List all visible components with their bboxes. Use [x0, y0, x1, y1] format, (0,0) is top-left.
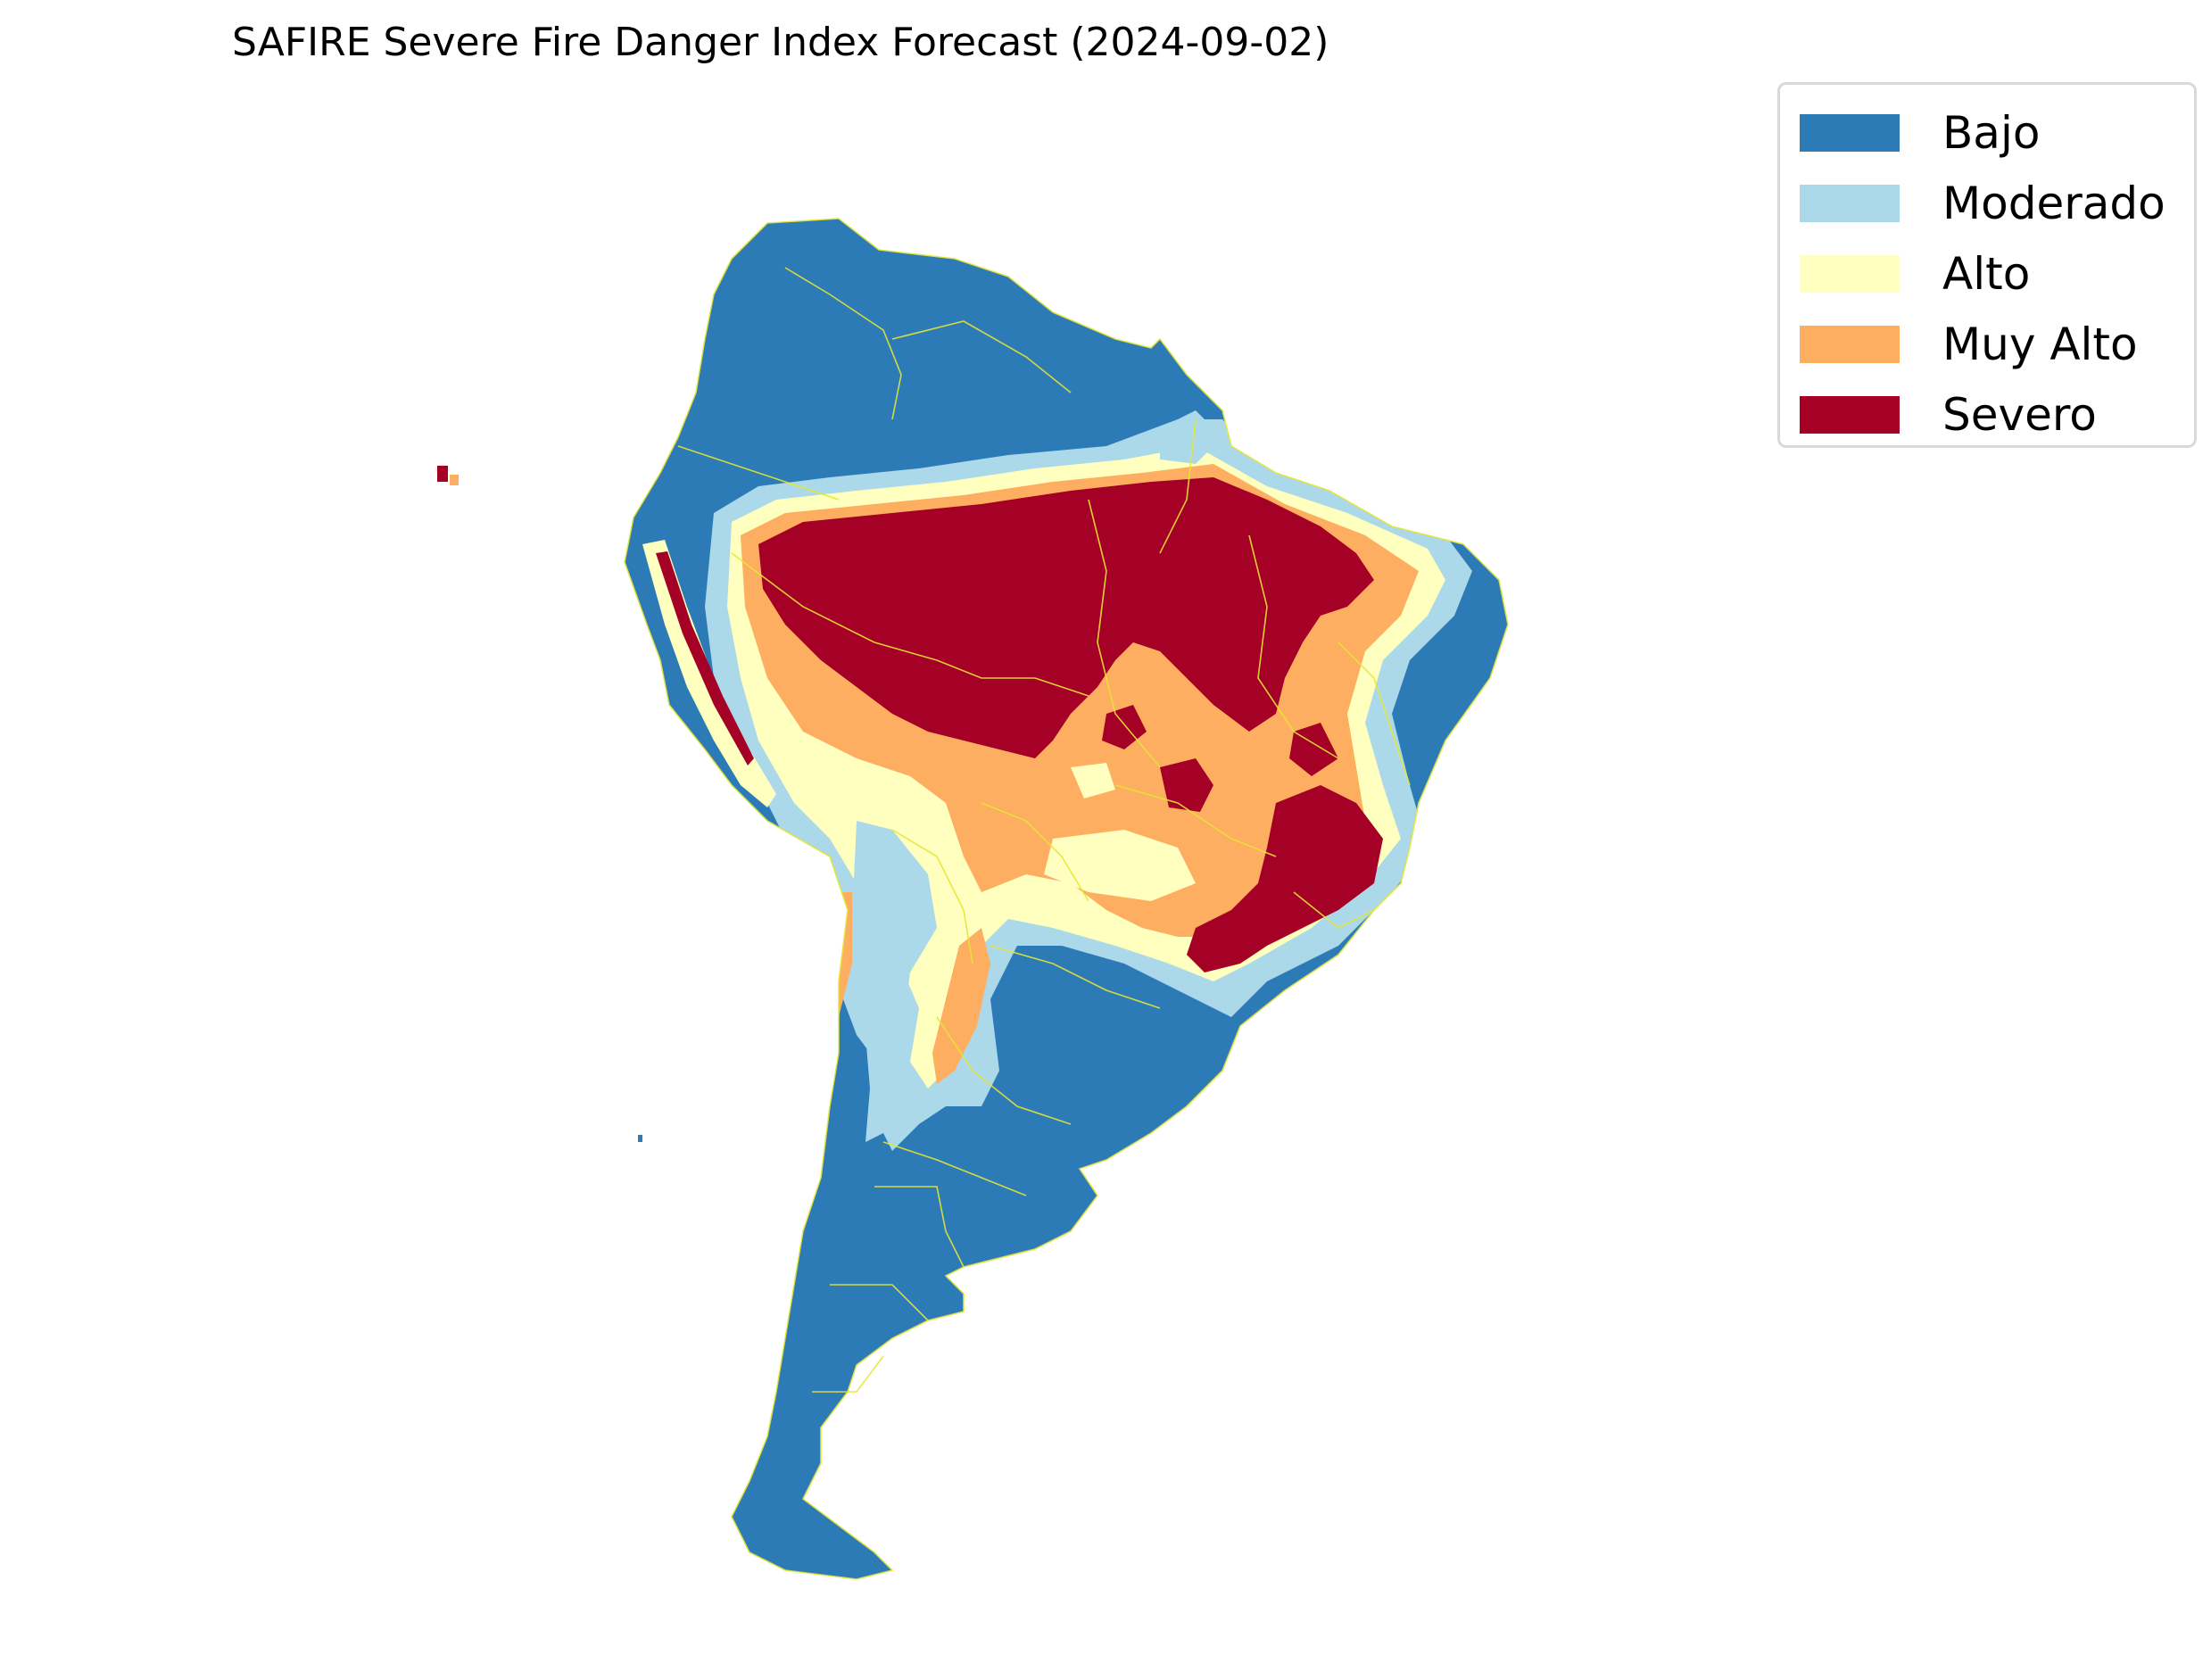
map-title: SAFIRE Severe Fire Danger Index Forecast…: [232, 20, 1329, 65]
legend-item-severo: Severo: [1800, 379, 2174, 450]
zone-alto-patch-2: [1071, 763, 1115, 799]
legend-label-moderado: Moderado: [1942, 177, 2165, 229]
island-small-1: [638, 1135, 642, 1142]
legend-item-moderado: Moderado: [1800, 168, 2174, 238]
legend-label-alto: Alto: [1942, 247, 2031, 300]
zone-andes-severo: [656, 551, 754, 766]
zone-severo-core: [758, 477, 1374, 758]
legend-swatch-severo: [1800, 395, 1900, 434]
legend-label-severo: Severo: [1942, 388, 2097, 441]
legend-item-bajo: Bajo: [1800, 97, 2174, 168]
legend-swatch-moderado: [1800, 184, 1900, 222]
island-galapagos-2: [450, 475, 459, 485]
zone-muy-alto-south: [932, 928, 990, 1084]
zone-north-moderado: [1160, 410, 1222, 464]
legend-item-muy-alto: Muy Alto: [1800, 309, 2174, 379]
zone-alto-patch-1: [1044, 830, 1196, 901]
legend: Bajo Moderado Alto Muy Alto Severo: [1777, 82, 2197, 448]
legend-item-alto: Alto: [1800, 238, 2174, 309]
island-galapagos: [437, 466, 448, 482]
zone-andes-south-moderado: [852, 821, 937, 1142]
zone-severo-east: [1187, 785, 1383, 972]
legend-swatch-muy-alto: [1800, 325, 1900, 363]
admin-boundaries: [624, 218, 1509, 1580]
legend-label-bajo: Bajo: [1942, 106, 2041, 159]
legend-swatch-alto: [1800, 254, 1900, 293]
legend-swatch-bajo: [1800, 113, 1900, 152]
zone-severo-patch-1: [1160, 758, 1213, 812]
legend-label-muy-alto: Muy Alto: [1942, 318, 2138, 370]
